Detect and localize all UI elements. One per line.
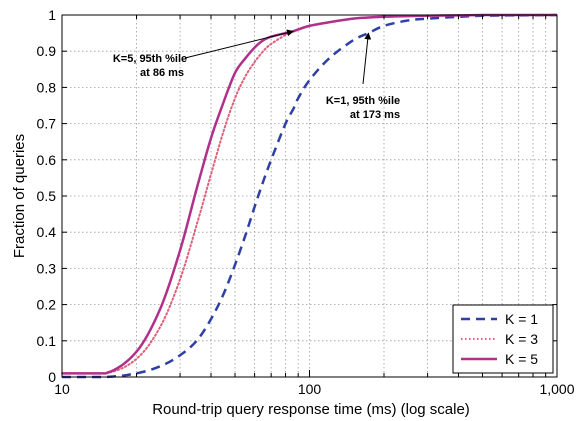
y-tick-label: 0.5 <box>37 188 57 204</box>
annotation-text: K=1, 95th %ile <box>326 95 400 107</box>
y-tick-label: 0.4 <box>37 224 57 240</box>
y-tick-label: 1 <box>48 7 56 23</box>
x-tick-label: 100 <box>298 381 322 397</box>
series-line-k1 <box>62 13 558 379</box>
legend-label: K = 5 <box>505 351 538 367</box>
annotation-k1: K=1, 95th %ile at 173 ms <box>326 32 400 121</box>
annotation-text: at 173 ms <box>350 109 400 121</box>
y-tick-label: 0.9 <box>37 43 57 59</box>
y-tick-label: 0.3 <box>37 260 57 276</box>
annotations: K=5, 95th %ile at 86 ms K=1, 95th %ile at 1… <box>113 29 400 121</box>
legend-label: K = 1 <box>505 311 538 327</box>
y-tick-label: 0.2 <box>37 297 57 313</box>
y-tick-label: 0.6 <box>37 152 57 168</box>
annotation-text: K=5, 95th %ile <box>113 53 187 65</box>
grid <box>62 15 557 377</box>
y-tick-label: 0.1 <box>37 333 57 349</box>
annotation-text: at 86 ms <box>140 67 184 79</box>
y-tick-label: 0.8 <box>37 79 57 95</box>
annotation-arrow <box>362 32 372 85</box>
x-tick-label: 10 <box>54 381 70 397</box>
legend-label: K = 3 <box>505 331 538 347</box>
x-tick-label: 1,000 <box>539 381 574 397</box>
y-tick-label: 0 <box>48 369 56 385</box>
y-tick-label: 0.7 <box>37 116 57 132</box>
legend: K = 1 K = 3 K = 5 <box>452 304 554 374</box>
tick-labels: 10 100 1,000 0 0.1 0.2 0.3 0.4 0.5 0.6 0.7 0.8 0.9 1 <box>37 7 575 397</box>
y-axis-label: Fraction of queries <box>11 134 28 258</box>
x-axis-label: Round-trip query response time (ms) (log… <box>152 401 470 418</box>
annotation-arrow <box>184 29 294 59</box>
ticks <box>61 14 557 378</box>
annotation-k5: K=5, 95th %ile at 86 ms <box>113 29 294 79</box>
